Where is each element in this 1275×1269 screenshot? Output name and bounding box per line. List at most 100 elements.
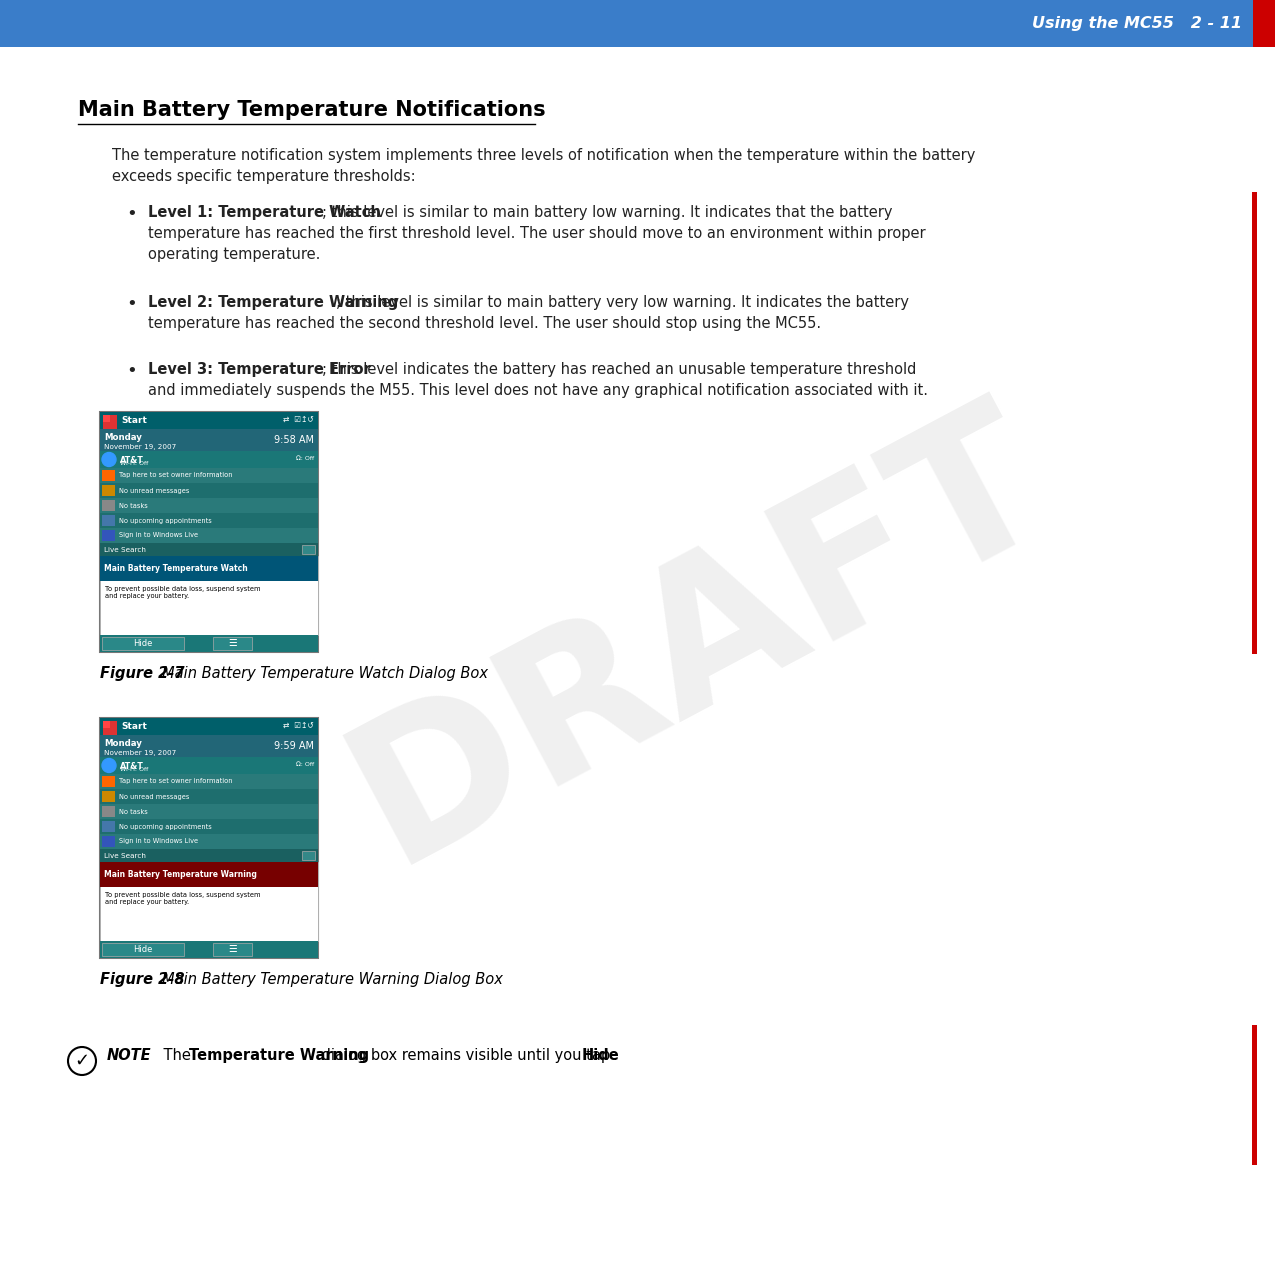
- Bar: [102, 791, 115, 802]
- Bar: [99, 412, 317, 429]
- Bar: [213, 637, 252, 650]
- Text: To prevent possible data loss, suspend system
and replace your battery.: To prevent possible data loss, suspend s…: [105, 892, 260, 905]
- Text: No tasks: No tasks: [119, 503, 148, 509]
- Text: No tasks: No tasks: [119, 808, 148, 815]
- Text: Main Battery Temperature Warning: Main Battery Temperature Warning: [105, 871, 256, 879]
- Text: Ω: Off: Ω: Off: [296, 456, 314, 461]
- Text: Live Search: Live Search: [105, 547, 145, 552]
- Bar: [99, 497, 317, 513]
- Text: Hide: Hide: [581, 1048, 620, 1063]
- Circle shape: [102, 453, 116, 467]
- Bar: [102, 943, 184, 956]
- Bar: [99, 412, 317, 652]
- Bar: [99, 862, 317, 887]
- Bar: [102, 821, 115, 832]
- Text: November 19, 2007: November 19, 2007: [105, 444, 176, 450]
- Bar: [99, 429, 317, 450]
- Bar: [99, 834, 317, 849]
- Text: dialog box remains visible until you tap: dialog box remains visible until you tap: [317, 1048, 615, 1063]
- Text: Tap here to set owner information: Tap here to set owner information: [119, 778, 232, 784]
- Bar: [102, 530, 115, 541]
- Bar: [0, 0, 1275, 47]
- Text: .: .: [612, 1048, 617, 1063]
- Text: November 19, 2007: November 19, 2007: [105, 750, 176, 756]
- Text: ✓: ✓: [74, 1052, 89, 1070]
- Text: No unread messages: No unread messages: [119, 793, 190, 799]
- Text: and immediately suspends the M55. This level does not have any graphical notific: and immediately suspends the M55. This l…: [148, 383, 928, 398]
- Text: Start: Start: [121, 416, 147, 425]
- Text: AT&T: AT&T: [120, 456, 144, 464]
- Text: Monday: Monday: [105, 433, 142, 442]
- Text: Level 3: Temperature Error: Level 3: Temperature Error: [148, 362, 371, 377]
- Bar: [99, 543, 317, 556]
- Circle shape: [102, 759, 116, 773]
- Text: DRAFT: DRAFT: [321, 377, 1079, 902]
- Bar: [99, 483, 317, 497]
- Text: •: •: [126, 206, 136, 223]
- Bar: [1252, 192, 1257, 654]
- Text: Sign in to Windows Live: Sign in to Windows Live: [119, 839, 198, 844]
- Bar: [99, 634, 317, 652]
- Text: ; this level is similar to main battery very low warning. It indicates the batte: ; this level is similar to main battery …: [335, 294, 909, 310]
- Text: Using the MC55   2 - 11: Using the MC55 2 - 11: [1031, 16, 1242, 30]
- Bar: [102, 500, 115, 511]
- Text: temperature has reached the second threshold level. The user should stop using t: temperature has reached the second thres…: [148, 316, 821, 331]
- Bar: [99, 556, 317, 634]
- Bar: [99, 718, 317, 958]
- Text: NOTE: NOTE: [107, 1048, 152, 1063]
- Text: Sign in to Windows Live: Sign in to Windows Live: [119, 533, 198, 538]
- Bar: [1253, 0, 1275, 47]
- Text: No upcoming appointments: No upcoming appointments: [119, 824, 212, 830]
- Text: Level 1: Temperature Watch: Level 1: Temperature Watch: [148, 206, 381, 220]
- Text: The temperature notification system implements three levels of notification when: The temperature notification system impl…: [112, 148, 975, 162]
- Text: ☰: ☰: [228, 944, 237, 954]
- Bar: [213, 943, 252, 956]
- Text: Figure 2-7: Figure 2-7: [99, 666, 185, 681]
- Bar: [99, 789, 317, 805]
- Bar: [99, 735, 317, 758]
- Text: 9:59 AM: 9:59 AM: [274, 741, 314, 751]
- Bar: [102, 777, 115, 787]
- Bar: [103, 415, 110, 423]
- Text: Ω: Off: Ω: Off: [296, 761, 314, 766]
- Bar: [99, 528, 317, 543]
- Bar: [102, 836, 115, 846]
- Text: Figure 2-8: Figure 2-8: [99, 972, 185, 987]
- Bar: [99, 718, 317, 735]
- Text: No upcoming appointments: No upcoming appointments: [119, 518, 212, 524]
- Text: Main Battery Temperature Watch: Main Battery Temperature Watch: [105, 563, 247, 574]
- Bar: [302, 851, 315, 860]
- Bar: [102, 637, 184, 650]
- Bar: [99, 849, 317, 862]
- Text: Main Battery Temperature Notifications: Main Battery Temperature Notifications: [78, 100, 546, 121]
- Text: Wi-Fi: Off: Wi-Fi: Off: [120, 461, 148, 466]
- Bar: [99, 556, 317, 581]
- Bar: [99, 862, 317, 942]
- Text: •: •: [126, 362, 136, 379]
- Text: Wi-Fi: Off: Wi-Fi: Off: [120, 768, 148, 773]
- Text: No unread messages: No unread messages: [119, 487, 190, 494]
- Text: Live Search: Live Search: [105, 853, 145, 859]
- Text: AT&T: AT&T: [120, 761, 144, 770]
- Bar: [99, 819, 317, 834]
- Text: ☰: ☰: [228, 638, 237, 648]
- Bar: [1252, 1025, 1257, 1165]
- Bar: [99, 468, 317, 483]
- Bar: [99, 942, 317, 958]
- Text: The: The: [145, 1048, 195, 1063]
- Bar: [99, 805, 317, 819]
- Bar: [103, 415, 117, 429]
- Text: •: •: [126, 294, 136, 313]
- Bar: [102, 515, 115, 525]
- Text: Tap here to set owner information: Tap here to set owner information: [119, 472, 232, 478]
- Text: Temperature Warning: Temperature Warning: [189, 1048, 370, 1063]
- Text: Level 2: Temperature Warning: Level 2: Temperature Warning: [148, 294, 398, 310]
- Text: Hide: Hide: [134, 640, 153, 648]
- Text: exceeds specific temperature thresholds:: exceeds specific temperature thresholds:: [112, 169, 416, 184]
- Text: Main Battery Temperature Warning Dialog Box: Main Battery Temperature Warning Dialog …: [162, 972, 502, 987]
- Text: Hide: Hide: [134, 945, 153, 954]
- Bar: [302, 544, 315, 555]
- Text: Monday: Monday: [105, 739, 142, 747]
- Text: To prevent possible data loss, suspend system
and replace your battery.: To prevent possible data loss, suspend s…: [105, 586, 260, 599]
- Text: ; this level is similar to main battery low warning. It indicates that the batte: ; this level is similar to main battery …: [323, 206, 892, 220]
